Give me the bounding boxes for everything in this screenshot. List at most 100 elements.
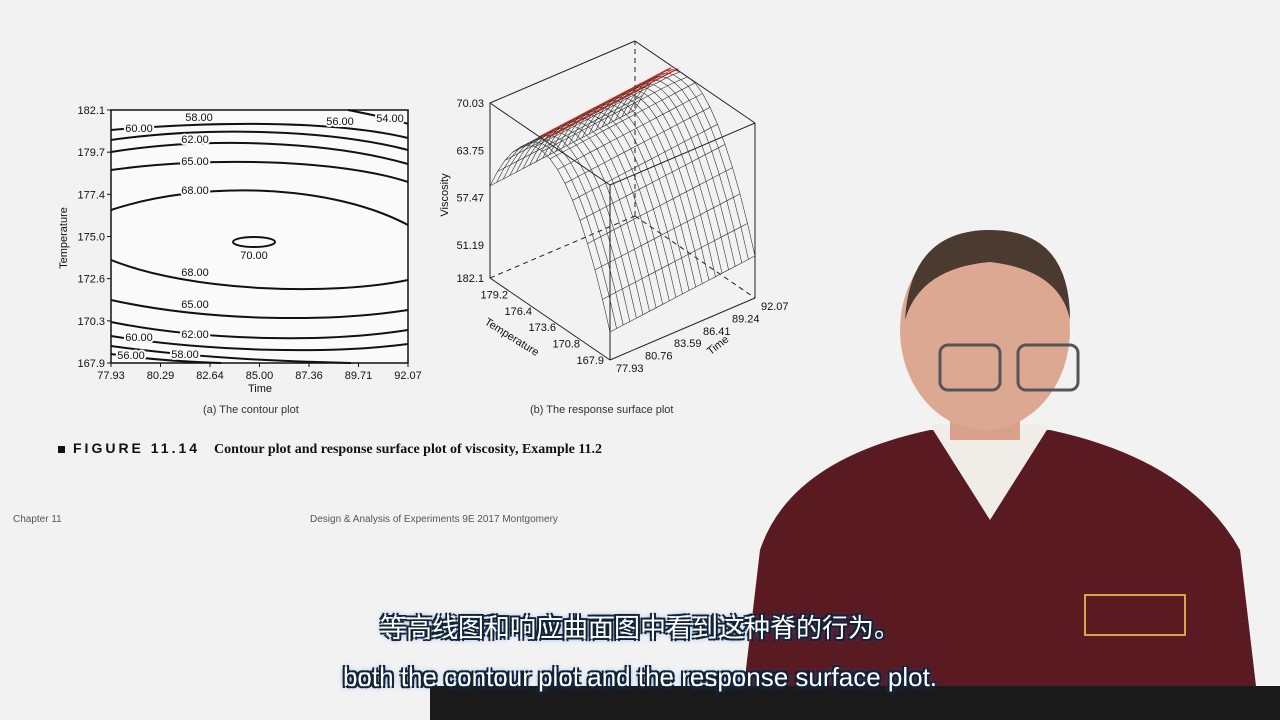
contour-level-label: 58.00 xyxy=(171,349,199,361)
surface-mesh-line xyxy=(542,76,688,152)
surface-box-edge xyxy=(489,277,611,361)
contour-ytick-label: 172.6 xyxy=(77,274,105,286)
surface-box-edge xyxy=(489,102,611,186)
contour-line xyxy=(110,353,222,364)
surface-mesh-line xyxy=(516,131,637,319)
podium xyxy=(430,686,1280,720)
contour-line xyxy=(110,335,409,352)
surface-mesh-line xyxy=(489,145,611,332)
surface-mesh-line xyxy=(502,138,624,326)
contour-level-label: 56.00 xyxy=(117,350,145,362)
surface-ztick-label: 70.03 xyxy=(456,98,484,110)
surface-temperature-tick-label: 167.9 xyxy=(576,355,604,367)
contour-level-label: 70.00 xyxy=(240,250,268,262)
surface-temperature-tick-mark xyxy=(534,311,538,313)
surface-mesh-line xyxy=(535,120,657,308)
surface-mesh-line xyxy=(522,127,644,315)
surface-box-edge xyxy=(609,122,756,186)
contour-level-label: 58.00 xyxy=(185,112,213,124)
surface-ridge-line xyxy=(546,68,679,139)
contour-level-label: 62.00 xyxy=(181,134,209,146)
surface-mesh-line xyxy=(601,86,723,274)
contour-level-label: 62.00 xyxy=(181,329,209,341)
surface-plot: 70.03 63.75 57.47 51.19 182.1 179.2 176.4 173.… xyxy=(439,40,789,375)
surface-mesh-line xyxy=(595,89,716,277)
surface-temperature-tick-mark xyxy=(510,294,514,296)
surface-temperature-tick-label: 182.1 xyxy=(456,273,484,285)
subtitle-english: both the contour plot and the response s… xyxy=(342,662,938,692)
surface-time-tick-label: 83.59 xyxy=(674,338,702,350)
contour-level-label: 65.00 xyxy=(181,299,209,311)
contour-xtick-label: 87.36 xyxy=(295,370,323,382)
surface-ridge-line xyxy=(538,67,672,138)
surface-temperature-tick-label: 179.2 xyxy=(480,289,508,301)
contour-level-label: 60.00 xyxy=(125,332,153,344)
subtitle-chinese: 等高线图和响应曲面图中看到这种脊的行为。 xyxy=(379,614,900,644)
surface-mesh-line xyxy=(608,82,729,270)
surface-mesh-line xyxy=(555,110,677,298)
surface-time-tick-label: 92.07 xyxy=(761,301,789,313)
contour-line xyxy=(110,299,409,320)
presenter-hair xyxy=(905,230,1070,320)
surface-time-tick-label: 77.93 xyxy=(616,363,644,375)
presenter-badge-logo xyxy=(1084,594,1186,636)
contour-line xyxy=(347,109,409,125)
presenter-glasses-right xyxy=(1016,343,1080,392)
surface-mesh-line xyxy=(614,79,736,267)
surface-mesh-line xyxy=(588,93,710,281)
figure-caption: FIGURE 11.14 Contour plot and response su… xyxy=(58,440,602,458)
surface-zlabel: Viscosity xyxy=(439,173,451,217)
contour-ylabel: Temperature xyxy=(58,207,70,269)
footer-chapter: Chapter 11 xyxy=(13,514,62,525)
contour-xtick-label: 85.00 xyxy=(246,370,274,382)
contour-xtick-label: 82.64 xyxy=(196,370,224,382)
contour-ytick-label: 167.9 xyxy=(77,358,105,370)
surface-time-tick-label: 86.41 xyxy=(703,326,731,338)
presenter xyxy=(740,230,1260,720)
surface-mesh-line xyxy=(496,141,617,329)
surface-mesh-line xyxy=(568,103,690,291)
presenter-head xyxy=(900,230,1070,430)
presenter-shirt xyxy=(740,430,1260,720)
surface-mesh-line xyxy=(529,124,650,312)
contour-level-label: 68.00 xyxy=(181,267,209,279)
contour-ytick-label: 182.1 xyxy=(77,105,105,117)
contour-ytick-label: 175.0 xyxy=(77,232,105,244)
surface-ztick-label: 63.75 xyxy=(456,145,484,157)
contour-line xyxy=(232,236,276,248)
surface-time-tick-label: 80.76 xyxy=(645,351,673,363)
surface-mesh-line xyxy=(562,107,683,294)
surface-temperature-tick-label: 176.4 xyxy=(504,306,532,318)
contour-line xyxy=(110,122,409,139)
surface-temperature-tick-mark xyxy=(606,360,610,362)
contour-line xyxy=(110,345,352,364)
contour-level-label: 65.00 xyxy=(181,156,209,168)
subcaption-b: (b) The response surface plot xyxy=(530,404,674,416)
contour-line xyxy=(110,321,409,340)
surface-temperature-tick-label: 170.8 xyxy=(552,339,580,351)
surface-temperature-tick-mark xyxy=(558,327,562,329)
surface-time-tick-mark xyxy=(610,360,614,362)
surface-mesh-line xyxy=(549,114,670,301)
surface-ztick-label: 51.19 xyxy=(456,240,484,252)
footer-book: Design & Analysis of Experiments 9E 2017… xyxy=(310,514,558,525)
surface-temperature-tick-mark xyxy=(486,278,490,280)
surface-mesh-line xyxy=(621,76,743,263)
contour-level-label: 68.00 xyxy=(181,185,209,197)
contour-line xyxy=(110,141,409,165)
surface-mesh-line xyxy=(575,100,696,288)
surface-box-edge xyxy=(634,215,756,299)
presenter-glasses-left xyxy=(938,343,1002,392)
contour-line xyxy=(110,189,409,226)
subcaption-a: (a) The contour plot xyxy=(203,404,299,416)
figure-caption-text: Contour plot and response surface plot o… xyxy=(214,442,603,457)
surface-mesh-line xyxy=(542,117,663,305)
surface-box-edge xyxy=(489,40,636,104)
contour-line xyxy=(110,259,409,291)
contour-plot: 54.00 56.00 58.00 60.00 62.00 65.00 68.00 70.00… xyxy=(58,105,422,395)
surface-time-tick-mark xyxy=(668,335,672,337)
surface-temperature-tick-label: 173.6 xyxy=(528,322,556,334)
surface-time-tick-label: 89.24 xyxy=(732,313,760,325)
contour-xtick-label: 92.07 xyxy=(394,370,422,382)
